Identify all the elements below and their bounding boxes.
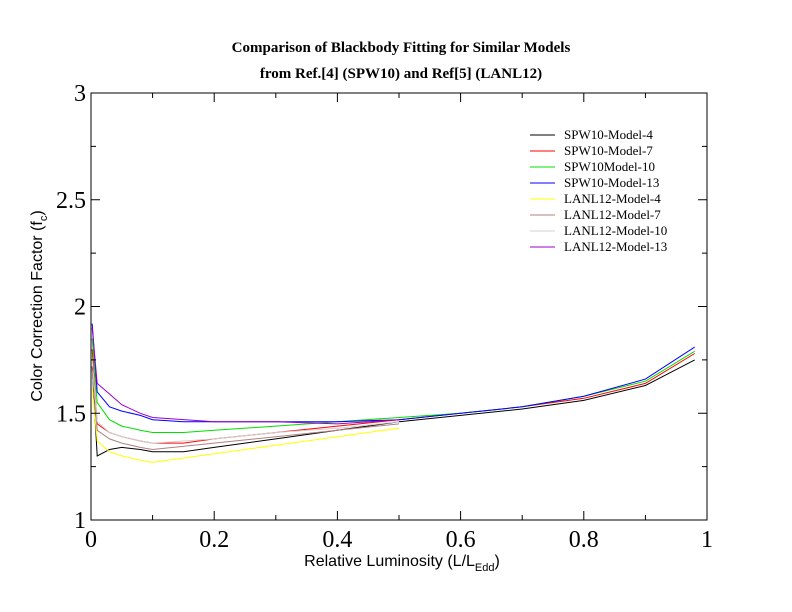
legend-label-0: SPW10-Model-4	[564, 127, 653, 142]
series-line-5	[91, 370, 400, 451]
series-line-3	[91, 323, 695, 423]
legend-label-7: LANL12-Model-13	[564, 239, 667, 254]
plot-frame	[90, 92, 708, 521]
y-tick-label: 1	[74, 508, 86, 534]
series-line-2	[91, 338, 695, 433]
legend-label-3: SPW10-Model-13	[564, 175, 659, 190]
x-tick-label: 0.2	[199, 527, 229, 553]
x-tick-label: 1	[701, 527, 713, 553]
legend: SPW10-Model-4SPW10-Model-7SPW10Model-10S…	[530, 127, 667, 254]
legend-label-1: SPW10-Model-7	[564, 143, 653, 158]
y-tick-label: 2.5	[56, 188, 86, 214]
series-line-6	[91, 359, 400, 444]
y-tick-label: 1.5	[56, 401, 86, 427]
y-tick-label: 2	[74, 295, 86, 321]
x-axis-label: Relative Luminosity (L/LEdd)	[304, 553, 500, 574]
x-tick-label: 0.8	[569, 527, 599, 553]
ticks-layer: 0 0.2 0.4 0.6 0.8 1 1 1.5 2 2.5 3	[56, 81, 713, 553]
y-axis-label: Color Correction Factor (fc)	[29, 210, 50, 401]
chart-subtitle: from Ref.[4] (SPW10) and Ref[5] (LANL12)	[260, 66, 542, 82]
legend-label-5: LANL12-Model-7	[564, 207, 661, 222]
series-line-4	[91, 387, 400, 463]
legend-label-2: SPW10Model-10	[564, 159, 655, 174]
x-tick-label: 0.6	[446, 527, 476, 553]
legend-label-6: LANL12-Model-10	[564, 223, 667, 238]
legend-label-4: LANL12-Model-4	[564, 191, 661, 206]
y-tick-label: 3	[74, 81, 86, 107]
series-line-0	[91, 359, 695, 457]
x-tick-label: 0	[85, 527, 97, 553]
series-line-7	[91, 327, 400, 425]
chart-title: Comparison of Blackbody Fitting for Simi…	[232, 40, 571, 56]
series-layer	[91, 323, 695, 463]
x-tick-label: 0.4	[322, 527, 352, 553]
